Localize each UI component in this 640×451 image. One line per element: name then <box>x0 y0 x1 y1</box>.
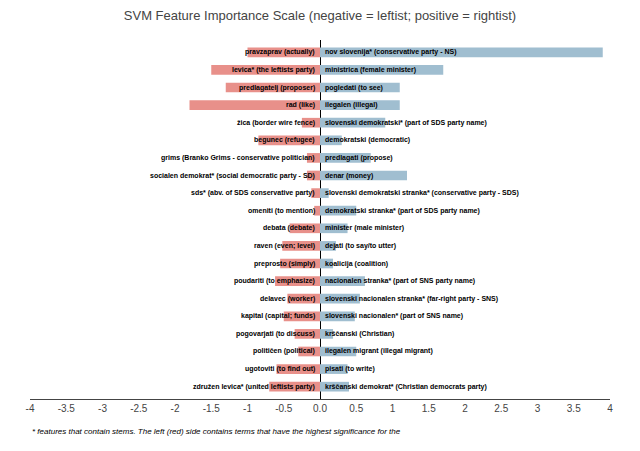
svg-text:pisati (to write): pisati (to write) <box>325 365 375 373</box>
svg-text:žica (border wire fence): žica (border wire fence) <box>237 119 315 127</box>
svg-text:nacionalen stranka* (part of S: nacionalen stranka* (part of SNS party n… <box>325 277 475 285</box>
svg-text:grims (Branko Grims - conserva: grims (Branko Grims - conservative polit… <box>161 154 315 162</box>
svg-text:3: 3 <box>535 403 541 414</box>
svg-text:0.0: 0.0 <box>313 403 327 414</box>
svg-text:2.5: 2.5 <box>494 403 508 414</box>
svg-text:omeniti (to mention): omeniti (to mention) <box>248 207 315 215</box>
svg-text:1.5: 1.5 <box>422 403 436 414</box>
svg-text:0.5: 0.5 <box>349 403 363 414</box>
svg-text:kapital (capital; funds): kapital (capital; funds) <box>241 312 315 320</box>
svg-text:-3: -3 <box>98 403 107 414</box>
svg-text:ugotoviti (to find out): ugotoviti (to find out) <box>245 365 315 373</box>
svg-text:pravzaprav (actually): pravzaprav (actually) <box>245 48 315 56</box>
svg-text:socialen demokrat* (social dem: socialen demokrat* (social democratic pa… <box>150 172 315 180</box>
svg-text:* features that contain stems.: * features that contain stems. The left … <box>32 427 401 436</box>
svg-text:-0.5: -0.5 <box>275 403 293 414</box>
svg-text:-4: -4 <box>26 403 35 414</box>
svg-text:krščanski demokrat* (Christian: krščanski demokrat* (Christian democrats… <box>325 383 487 391</box>
svg-text:političen (political): političen (political) <box>253 347 315 355</box>
svg-text:debata (debate): debata (debate) <box>263 224 315 232</box>
svg-text:slovenski demokratski* (part o: slovenski demokratski* (part of SDS part… <box>325 119 487 127</box>
svg-text:predlagati (propose): predlagati (propose) <box>325 154 393 162</box>
svg-text:rad (like): rad (like) <box>286 101 315 109</box>
svg-text:slovenski nacionalen stranka*: slovenski nacionalen stranka* (far-right… <box>325 295 498 303</box>
svg-text:-2: -2 <box>171 403 180 414</box>
svg-text:preprosto (simply): preprosto (simply) <box>254 260 315 268</box>
svg-text:pogovarjati (to discuss): pogovarjati (to discuss) <box>236 330 315 338</box>
svg-text:1: 1 <box>390 403 396 414</box>
svg-text:-1.5: -1.5 <box>203 403 221 414</box>
svg-text:-1: -1 <box>243 403 252 414</box>
svg-text:raven (even; level): raven (even; level) <box>254 242 315 250</box>
svg-text:demokratski stranka* (part of: demokratski stranka* (part of SDS party … <box>325 207 480 215</box>
svg-text:begunec (refugee): begunec (refugee) <box>254 136 315 144</box>
svg-text:slovenski nacionalen* (part of: slovenski nacionalen* (part of SNS name) <box>325 312 463 320</box>
svg-text:-2.5: -2.5 <box>130 403 148 414</box>
svg-text:ilegalen (illegal): ilegalen (illegal) <box>325 101 378 109</box>
svg-text:koalicija (coalition): koalicija (coalition) <box>325 260 388 268</box>
svg-text:SVM Feature Importance Scale (: SVM Feature Importance Scale (negative =… <box>124 8 516 23</box>
svg-text:ilegalen migrant (illegal migr: ilegalen migrant (illegal migrant) <box>325 347 433 355</box>
svg-text:delavec (worker): delavec (worker) <box>260 295 315 303</box>
svg-text:združen levica* (united leftis: združen levica* (united leftists party) <box>193 383 315 391</box>
svg-text:denar (money): denar (money) <box>325 172 373 180</box>
svg-text:poudariti (to emphasize): poudariti (to emphasize) <box>234 277 315 285</box>
svg-text:levica* (the leftists party): levica* (the leftists party) <box>232 66 315 74</box>
svg-text:2: 2 <box>462 403 468 414</box>
svg-text:nov slovenija* (conservative p: nov slovenija* (conservative party - NS) <box>325 48 457 56</box>
svg-text:4: 4 <box>607 403 613 414</box>
svg-text:dejati (to say/to utter): dejati (to say/to utter) <box>325 242 396 250</box>
svg-text:demokratski (democratic): demokratski (democratic) <box>325 136 410 144</box>
svg-text:minister (male minister): minister (male minister) <box>325 224 404 232</box>
svg-text:sds* (abv. of SDS conservative: sds* (abv. of SDS conservative party) <box>191 189 315 197</box>
svg-text:krščanski (Christian): krščanski (Christian) <box>325 330 394 338</box>
svg-text:ministrica (female minister): ministrica (female minister) <box>325 66 416 74</box>
svg-text:slovenski demokratski stranka*: slovenski demokratski stranka* (conserva… <box>325 189 519 197</box>
svg-text:3.5: 3.5 <box>567 403 581 414</box>
svg-text:predlagatelj (proposer): predlagatelj (proposer) <box>239 84 315 92</box>
svg-text:pogledati (to see): pogledati (to see) <box>325 84 383 92</box>
svg-text:-3.5: -3.5 <box>58 403 76 414</box>
